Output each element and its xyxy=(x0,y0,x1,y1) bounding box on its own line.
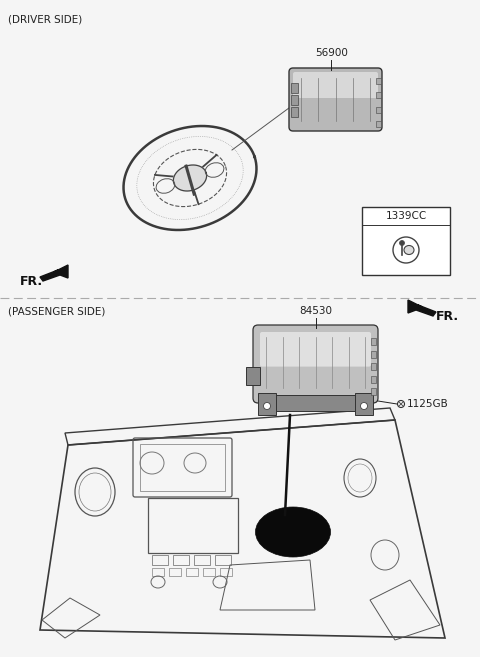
Text: 56900: 56900 xyxy=(315,48,348,58)
Bar xyxy=(291,107,298,117)
Bar xyxy=(258,393,276,415)
Bar xyxy=(169,568,181,576)
Bar xyxy=(371,363,376,370)
Bar xyxy=(355,393,373,415)
Bar xyxy=(371,350,376,357)
FancyBboxPatch shape xyxy=(260,332,371,367)
Text: FR.: FR. xyxy=(436,310,459,323)
FancyBboxPatch shape xyxy=(253,325,378,403)
Bar xyxy=(376,121,381,127)
Ellipse shape xyxy=(360,403,368,409)
Bar xyxy=(376,106,381,112)
Bar xyxy=(140,444,225,491)
Bar xyxy=(173,555,189,565)
Text: (DRIVER SIDE): (DRIVER SIDE) xyxy=(8,14,82,24)
Bar xyxy=(215,555,231,565)
Bar xyxy=(220,568,232,576)
Ellipse shape xyxy=(264,403,271,409)
FancyBboxPatch shape xyxy=(289,68,382,131)
Polygon shape xyxy=(173,165,206,191)
Ellipse shape xyxy=(399,240,405,246)
Bar xyxy=(194,555,210,565)
Text: 84530: 84530 xyxy=(299,306,332,316)
Bar xyxy=(268,395,363,411)
Bar xyxy=(186,568,198,576)
Bar xyxy=(203,568,215,576)
FancyBboxPatch shape xyxy=(293,72,378,98)
Ellipse shape xyxy=(404,246,414,254)
Bar xyxy=(246,367,260,386)
Text: FR.: FR. xyxy=(20,275,43,288)
Bar xyxy=(362,207,450,275)
Bar xyxy=(152,568,164,576)
Text: (PASSENGER SIDE): (PASSENGER SIDE) xyxy=(8,306,106,316)
Text: 1339CC: 1339CC xyxy=(385,211,427,221)
Ellipse shape xyxy=(255,507,331,557)
Bar xyxy=(291,95,298,105)
Bar xyxy=(152,555,168,565)
Bar xyxy=(148,498,238,553)
Bar xyxy=(291,83,298,93)
Bar xyxy=(371,376,376,382)
Text: 1125GB: 1125GB xyxy=(407,399,449,409)
Polygon shape xyxy=(408,300,436,316)
Polygon shape xyxy=(40,265,68,281)
Bar xyxy=(371,338,376,345)
Bar xyxy=(376,93,381,99)
Bar xyxy=(376,78,381,84)
Bar xyxy=(371,388,376,395)
